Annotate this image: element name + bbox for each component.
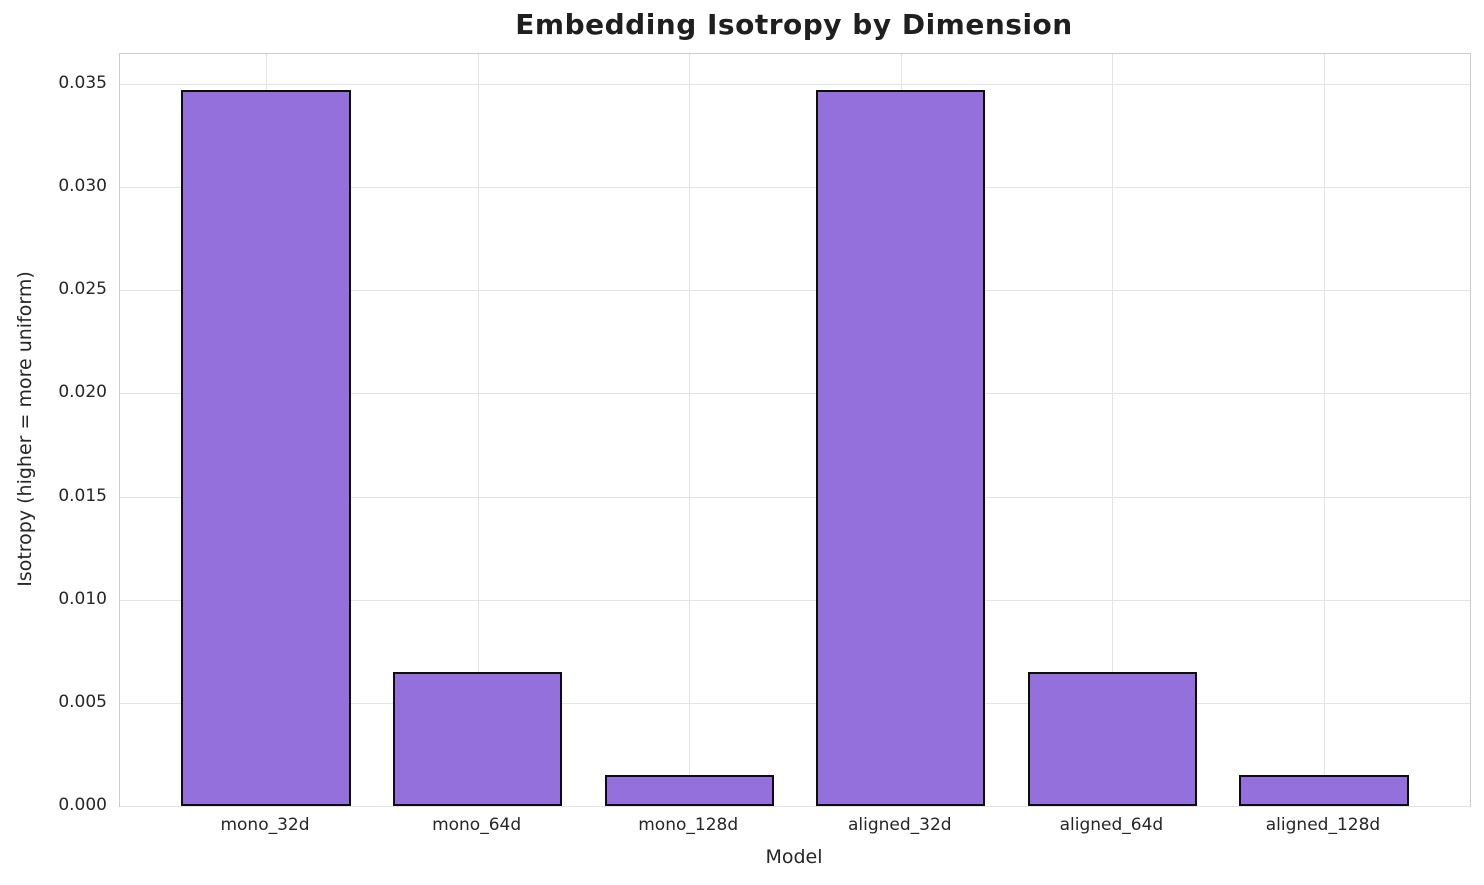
y-tick-label: 0.005	[58, 691, 107, 712]
h-gridline	[120, 806, 1470, 807]
x-axis-label: Model	[765, 846, 823, 868]
x-tick-label-aligned_32d: aligned_32d	[847, 815, 952, 835]
h-gridline	[120, 599, 1470, 601]
h-gridline	[120, 393, 1470, 395]
x-tick-label-mono_32d: mono_32d	[220, 815, 310, 835]
x-tick-label-mono_128d: mono_128d	[638, 815, 739, 835]
bar-aligned_64d	[1027, 671, 1198, 806]
bar-aligned_128d	[1239, 775, 1409, 806]
plot-area	[119, 53, 1471, 807]
y-tick-label: 0.025	[58, 279, 107, 300]
v-gridline	[1323, 54, 1325, 806]
v-gridline	[477, 54, 479, 806]
bar-mono_32d	[181, 90, 351, 806]
x-tick-label-aligned_64d: aligned_64d	[1059, 815, 1164, 835]
y-tick-label: 0.030	[58, 176, 107, 197]
h-gridline	[120, 496, 1470, 498]
y-axis-label-text: Isotropy (higher = more uniform)	[14, 271, 36, 587]
bar-mono_128d	[604, 775, 774, 806]
bar-aligned_32d	[816, 90, 986, 806]
x-tick-label-mono_64d: mono_64d	[432, 815, 522, 835]
h-gridline	[120, 290, 1470, 292]
y-tick-label: 0.020	[58, 382, 107, 403]
bar-mono_64d	[392, 671, 563, 806]
y-tick-label: 0.010	[58, 588, 107, 609]
x-tick-label-aligned_128d: aligned_128d	[1265, 815, 1381, 835]
h-gridline	[120, 702, 1470, 704]
chart-title: Embedding Isotropy by Dimension	[515, 8, 1073, 41]
v-gridline	[689, 54, 691, 806]
h-gridline	[120, 187, 1470, 189]
y-tick-label: 0.000	[58, 795, 107, 815]
h-gridline	[120, 83, 1470, 85]
v-gridline	[1112, 54, 1114, 806]
y-tick-label: 0.035	[58, 72, 107, 93]
y-tick-label: 0.015	[58, 485, 107, 506]
